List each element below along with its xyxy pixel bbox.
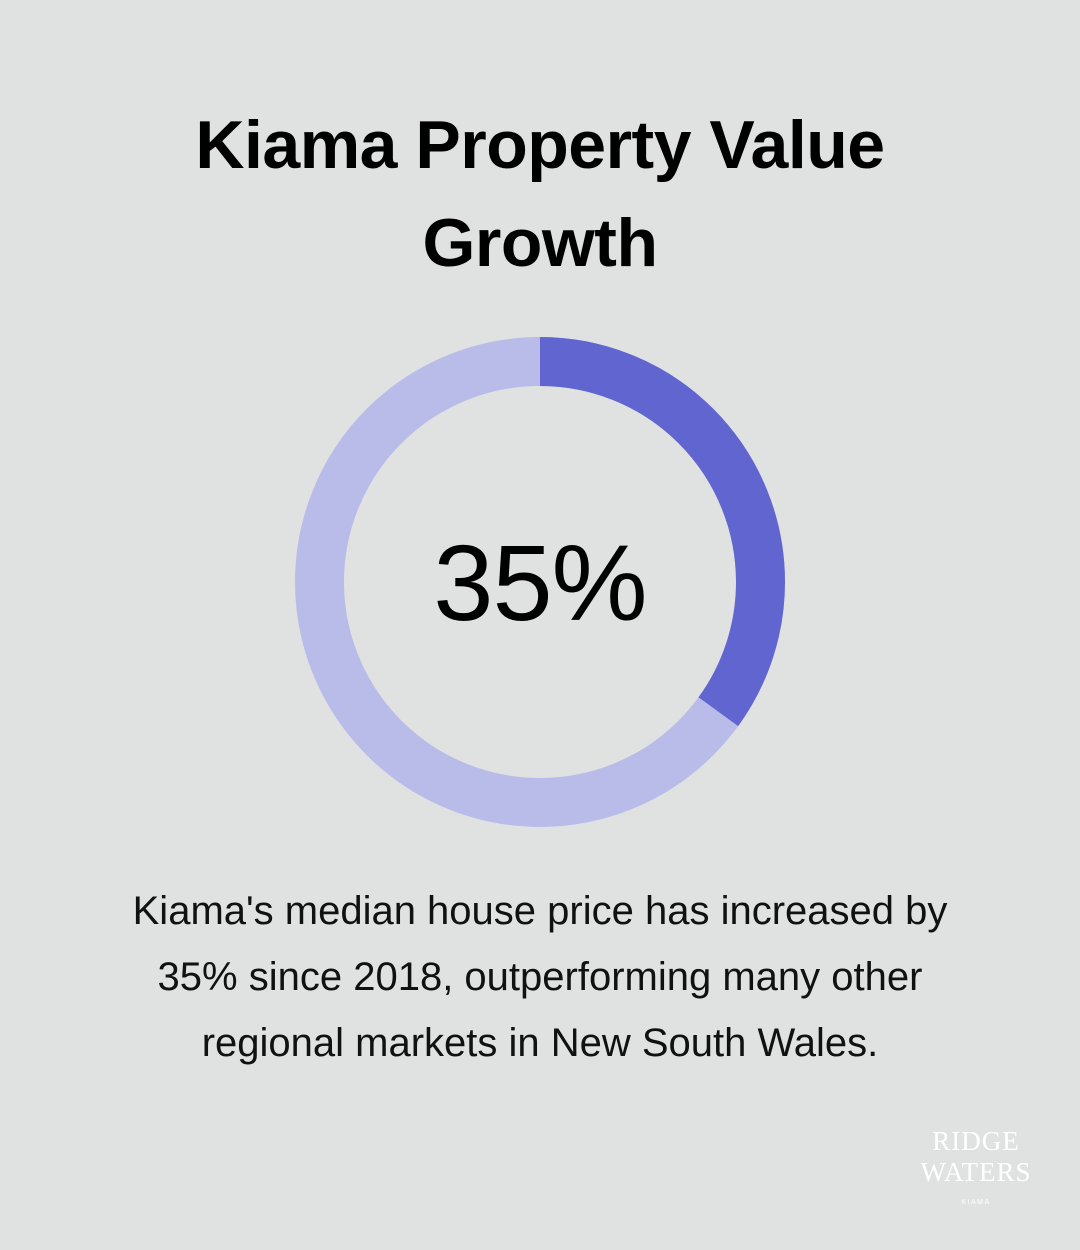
title-line-2: Growth	[422, 205, 658, 281]
donut-filled-segment	[295, 337, 785, 827]
description-text: Kiama's median house price has increased…	[30, 878, 1050, 1076]
page-title: Kiama Property Value Growth	[0, 96, 1080, 292]
description-line-2: 35% since 2018, outperforming many other	[157, 955, 923, 999]
donut-chart: 35%	[295, 337, 785, 827]
description-line-1: Kiama's median house price has increased…	[132, 889, 948, 933]
title-line-1: Kiama Property Value	[195, 107, 885, 183]
logo-line-kiama: KIAMA	[961, 1199, 991, 1206]
brand-logo: RIDGE WATERS KIAMA	[896, 1126, 1056, 1208]
donut-svg	[295, 337, 785, 827]
logo-line-ridge: RIDGE	[932, 1126, 1020, 1156]
description-line-3: regional markets in New South Wales.	[201, 1021, 879, 1065]
logo-line-waters: WATERS	[920, 1157, 1032, 1187]
donut-center-value: 35%	[433, 521, 647, 643]
